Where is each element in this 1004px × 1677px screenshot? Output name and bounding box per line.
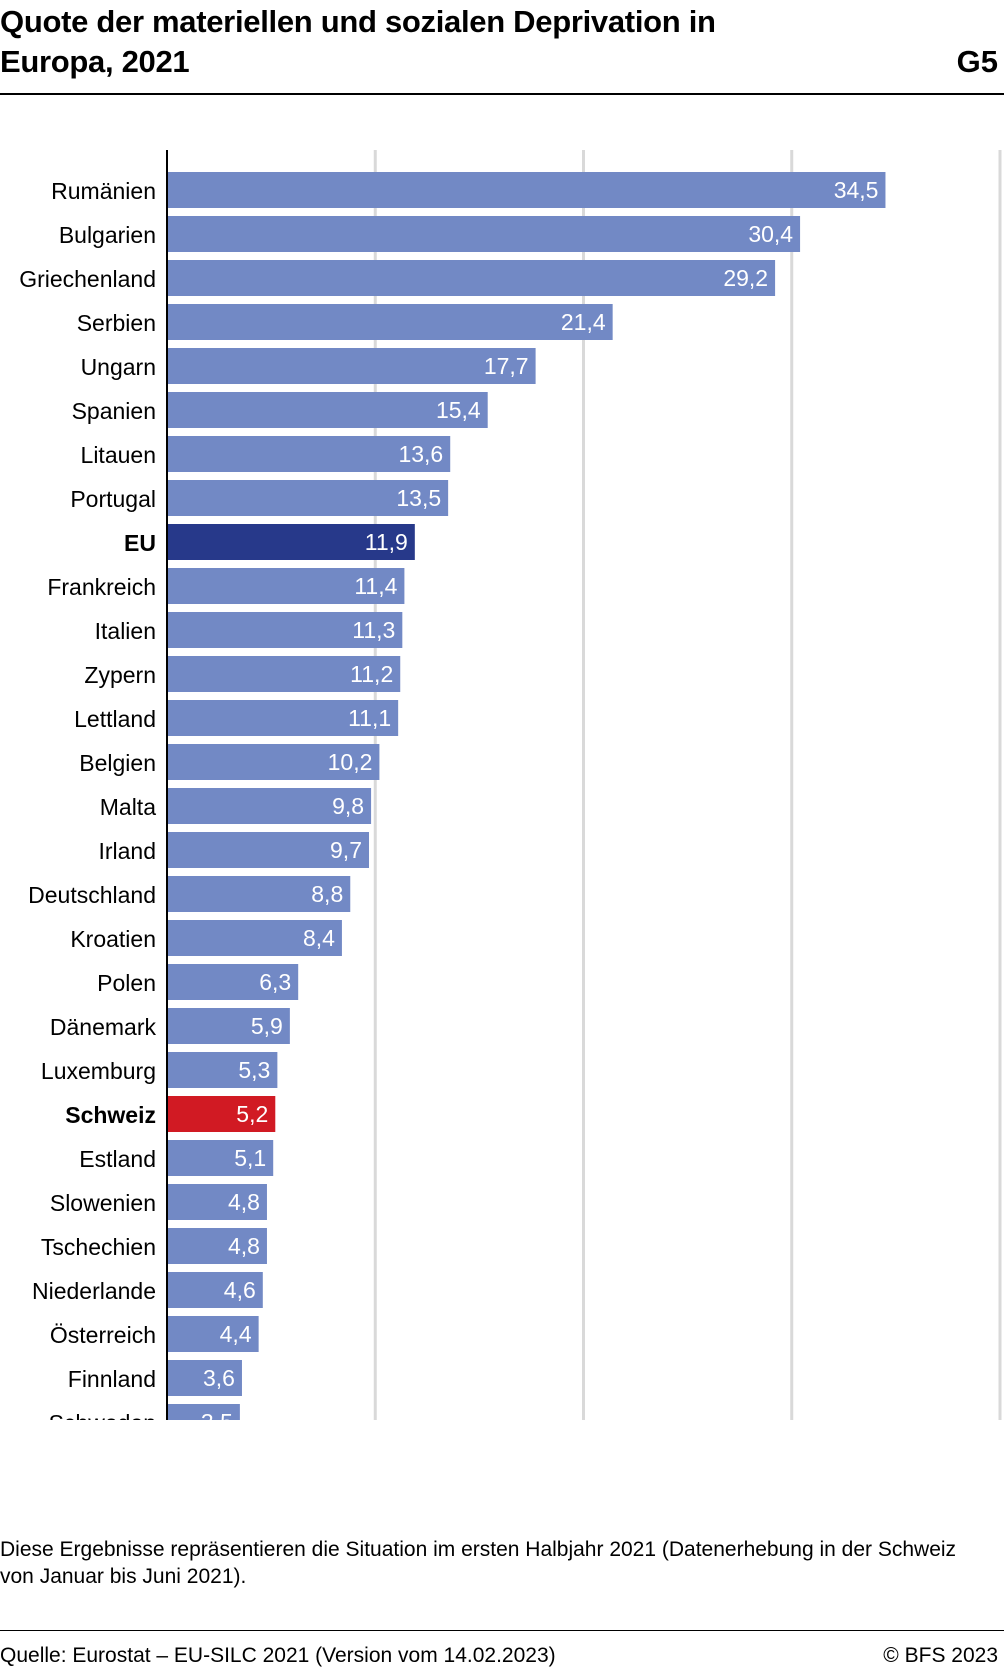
category-label: Dänemark [50, 1014, 157, 1040]
bar [167, 216, 801, 252]
category-label: Slowenien [50, 1190, 156, 1216]
bar [167, 1316, 259, 1352]
data-label: 8,4 [303, 925, 335, 951]
data-label: 4,6 [224, 1277, 256, 1303]
category-label: Finnland [68, 1366, 156, 1392]
data-label: 4,8 [228, 1233, 260, 1259]
category-label: Malta [100, 794, 156, 820]
category-label: Griechenland [19, 266, 156, 292]
data-label: 11,4 [354, 573, 397, 599]
bar [167, 656, 401, 692]
bar [167, 304, 613, 340]
data-label: 5,1 [234, 1145, 266, 1171]
bar [167, 1008, 290, 1044]
data-label: 34,5 [834, 177, 879, 203]
copyright-text: © BFS 2023 [883, 1644, 998, 1667]
category-label: Italien [95, 618, 156, 644]
data-label: 13,6 [398, 441, 443, 467]
data-label: 21,4 [561, 309, 606, 335]
category-label: Estland [79, 1146, 156, 1172]
bar-chart: 34,5 Rumänien 30,4 Bulgarien 29,2 Griechenlan… [19, 150, 1002, 1420]
bar [167, 260, 776, 296]
bar [167, 920, 342, 956]
data-label: 3,5 [201, 1409, 233, 1420]
category-label: Österreich [50, 1322, 156, 1348]
data-label: 10,2 [328, 749, 373, 775]
bar [167, 700, 399, 736]
data-label: 6,3 [259, 969, 291, 995]
footnote: Diese Ergebnisse repräsentieren die Situ… [0, 1538, 957, 1588]
data-label: 9,8 [332, 793, 364, 819]
category-label: Frankreich [47, 574, 156, 600]
data-label: 11,1 [348, 705, 391, 731]
bar [167, 744, 380, 780]
bar [167, 1052, 278, 1088]
data-label: 11,2 [350, 661, 393, 687]
category-label: Belgien [79, 750, 156, 776]
category-label: Deutschland [28, 882, 156, 908]
category-label: Niederlande [32, 1278, 156, 1304]
data-label: 17,7 [484, 353, 529, 379]
bar [167, 1096, 276, 1132]
category-label: Irland [98, 838, 156, 864]
graph-number: G5 [956, 44, 998, 79]
data-label: 30,4 [748, 221, 793, 247]
header-rule [0, 93, 1004, 95]
data-label: 11,3 [352, 617, 395, 643]
bar [167, 1228, 267, 1264]
data-label: 5,2 [236, 1101, 268, 1127]
bar [167, 436, 451, 472]
bar [167, 1404, 240, 1420]
data-label: 11,9 [365, 529, 408, 555]
category-label: Litauen [81, 442, 156, 468]
bar [167, 1360, 242, 1396]
category-label: Kroatien [70, 926, 156, 952]
category-label: Bulgarien [59, 222, 156, 248]
data-label: 9,7 [330, 837, 362, 863]
bar [167, 480, 449, 516]
data-label: 5,3 [238, 1057, 270, 1083]
source-text: Quelle: Eurostat – EU-SILC 2021 (Version… [0, 1644, 556, 1667]
data-label: 3,6 [203, 1365, 235, 1391]
category-label: Schweiz [65, 1102, 156, 1128]
data-label: 5,9 [251, 1013, 283, 1039]
bar [167, 524, 415, 560]
category-label: Lettland [74, 706, 156, 732]
bar [167, 964, 299, 1000]
category-label: Zypern [84, 662, 156, 688]
bar [167, 1184, 267, 1220]
category-label: Ungarn [81, 354, 156, 380]
data-label: 4,4 [220, 1321, 252, 1347]
footer-rule [0, 1630, 1004, 1631]
chart-title: Quote der materiellen und sozialen Depri… [0, 4, 716, 79]
bar [167, 568, 405, 604]
bar [167, 612, 403, 648]
data-label: 29,2 [723, 265, 768, 291]
bar [167, 1140, 274, 1176]
data-label: 13,5 [396, 485, 441, 511]
bar [167, 832, 370, 868]
data-label: 4,8 [228, 1189, 260, 1215]
data-label: 8,8 [311, 881, 343, 907]
category-label: EU [124, 530, 156, 556]
bar [167, 788, 372, 824]
bar [167, 1272, 263, 1308]
category-label: Polen [97, 970, 156, 996]
category-label: Schweden [49, 1410, 156, 1420]
bar [167, 172, 886, 208]
category-label: Portugal [70, 486, 156, 512]
data-label: 15,4 [436, 397, 481, 423]
category-label: Serbien [77, 310, 156, 336]
category-label: Rumänien [51, 178, 156, 204]
bar [167, 348, 536, 384]
bar [167, 392, 488, 428]
bar [167, 876, 351, 912]
category-label: Spanien [72, 398, 156, 424]
category-label: Tschechien [41, 1234, 156, 1260]
category-label: Luxemburg [41, 1058, 156, 1084]
